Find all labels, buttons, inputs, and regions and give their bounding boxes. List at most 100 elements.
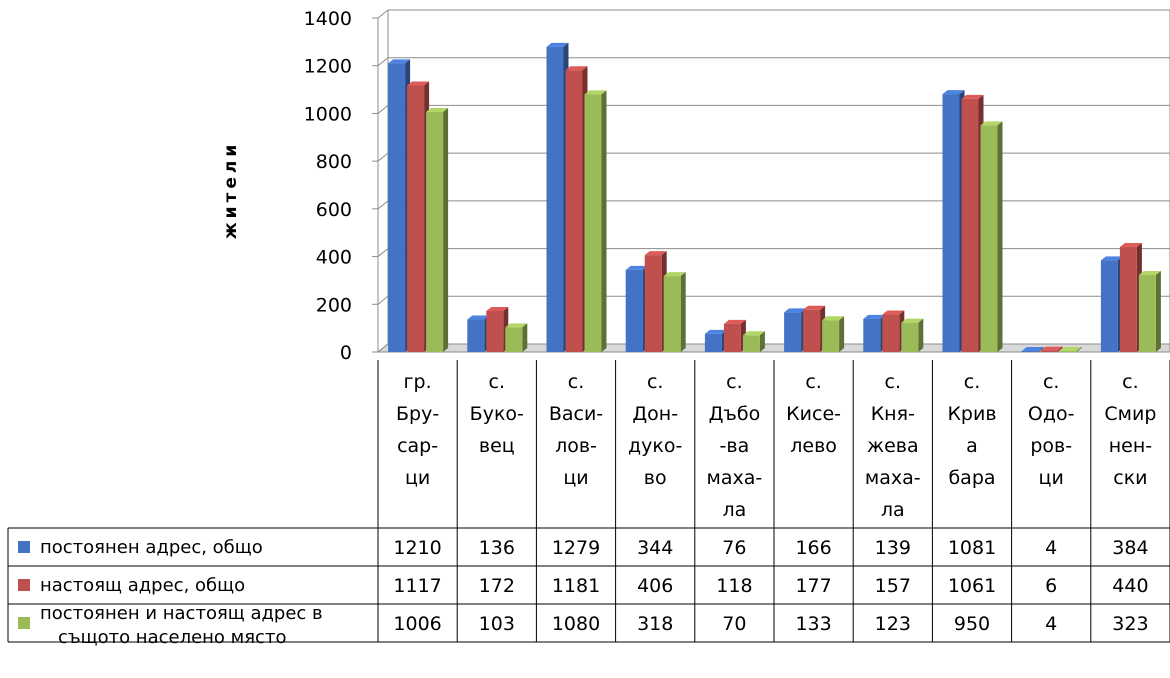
category-label-line: Бру- [396, 403, 439, 425]
bar-top [625, 265, 648, 270]
bar [1100, 256, 1123, 352]
bar-front [663, 276, 681, 352]
bar-top [863, 314, 886, 319]
legend-swatch [18, 541, 30, 553]
bar-top [742, 331, 765, 336]
bar [742, 331, 765, 352]
bar-front [803, 309, 821, 352]
category-label-line: с. [964, 371, 981, 393]
table-cell-value: 1080 [552, 613, 600, 635]
bar [942, 90, 965, 353]
bar-top [901, 318, 924, 323]
category-label-line: Дъбо [709, 403, 761, 425]
category-label-line: Кня- [871, 403, 915, 425]
gridline [377, 200, 1170, 210]
category-label-line: сар- [397, 435, 438, 457]
category-label-line: ски [1113, 467, 1147, 489]
category-label-line: ла [881, 499, 905, 521]
bar-side [601, 90, 607, 352]
legend-label: настоящ адрес, общо [40, 575, 245, 596]
table-cell-value: 166 [795, 537, 831, 559]
y-tick-label: 1200 [304, 56, 352, 78]
y-tick-label: 400 [316, 247, 352, 269]
category-label-line: дуко- [628, 435, 682, 457]
bar-front [584, 94, 602, 352]
bar [407, 81, 430, 352]
bar-side [759, 331, 765, 352]
category-label-line: Кисе- [786, 403, 841, 425]
table-cell-value: 1279 [552, 537, 600, 559]
category-label-line: с. [1122, 371, 1139, 393]
category-label-line: ци [1039, 467, 1064, 489]
table-cell-value: 1117 [393, 575, 441, 597]
category-label-line: жева [867, 435, 919, 457]
category-label: с. Дон-дуко-во [628, 371, 682, 489]
bar-top [882, 310, 905, 315]
bar [1040, 346, 1063, 352]
bar-front [863, 318, 881, 352]
category-label: с. Буко-вец [470, 371, 524, 457]
bar-front [388, 63, 406, 352]
bar-front [467, 319, 485, 352]
gridline [377, 295, 1170, 305]
category-label-line: бара [948, 467, 995, 489]
bar-top [822, 316, 845, 321]
bar-front [723, 323, 741, 352]
category-label-line: с. [489, 371, 506, 393]
bar-front [704, 333, 722, 352]
bar-front [625, 269, 643, 352]
category-label-line: Одо- [1028, 403, 1075, 425]
gridline [377, 104, 1170, 114]
category-label-line: а [966, 435, 978, 457]
category-label: с. Кисе-лево [786, 371, 841, 457]
y-tick-label: 1400 [304, 8, 352, 30]
y-axis-label: жители [221, 141, 241, 240]
bar-front [980, 125, 998, 352]
bars [388, 42, 1161, 353]
category-label-line: ци [563, 467, 588, 489]
bar-side [1155, 270, 1161, 352]
category-label-line: с. [568, 371, 585, 393]
table-cell-value: 6 [1045, 575, 1057, 597]
bar [822, 316, 845, 352]
bar-top [546, 42, 569, 47]
category-label-line: нен- [1109, 435, 1152, 457]
bar-top [467, 315, 490, 320]
category-label-line: с. [805, 371, 822, 393]
bar [901, 318, 924, 352]
gridline [377, 57, 1170, 67]
bar-side [1038, 347, 1044, 352]
bar-front [644, 255, 662, 352]
bar-front [486, 310, 504, 352]
table-cell-value: 1061 [948, 575, 996, 597]
bar [644, 251, 667, 352]
bar-front [1119, 247, 1137, 352]
bar [663, 272, 686, 352]
bar-top [407, 81, 430, 86]
category-label: с. Крив а бара [947, 371, 996, 489]
table-cell-value: 4 [1045, 613, 1057, 635]
bar-front [426, 111, 444, 352]
y-tick-label: 1000 [304, 103, 352, 125]
category-label-line: с. [1043, 371, 1060, 393]
category-label-line: Васи- [549, 403, 603, 425]
bar [486, 306, 509, 352]
table-cell-value: 344 [637, 537, 673, 559]
bar [584, 90, 607, 352]
bar-front [505, 327, 523, 352]
bar-front [1059, 351, 1077, 352]
category-label-line: -ва [720, 435, 750, 457]
bar [1119, 243, 1142, 352]
table-cell-value: 440 [1112, 575, 1148, 597]
legend-label-line: същото населено място [58, 627, 286, 648]
category-label-line: ци [405, 467, 430, 489]
bar-side [1057, 346, 1063, 352]
bar-top [1100, 256, 1123, 261]
category-label-line: маха- [865, 467, 921, 489]
category-label: с. Кня-жева маха-ла [865, 371, 921, 521]
bar-top [980, 121, 1003, 126]
table-cell-value: 323 [1112, 613, 1148, 635]
table-cell-value: 76 [722, 537, 746, 559]
bar [803, 305, 826, 352]
bar-side [522, 323, 528, 352]
